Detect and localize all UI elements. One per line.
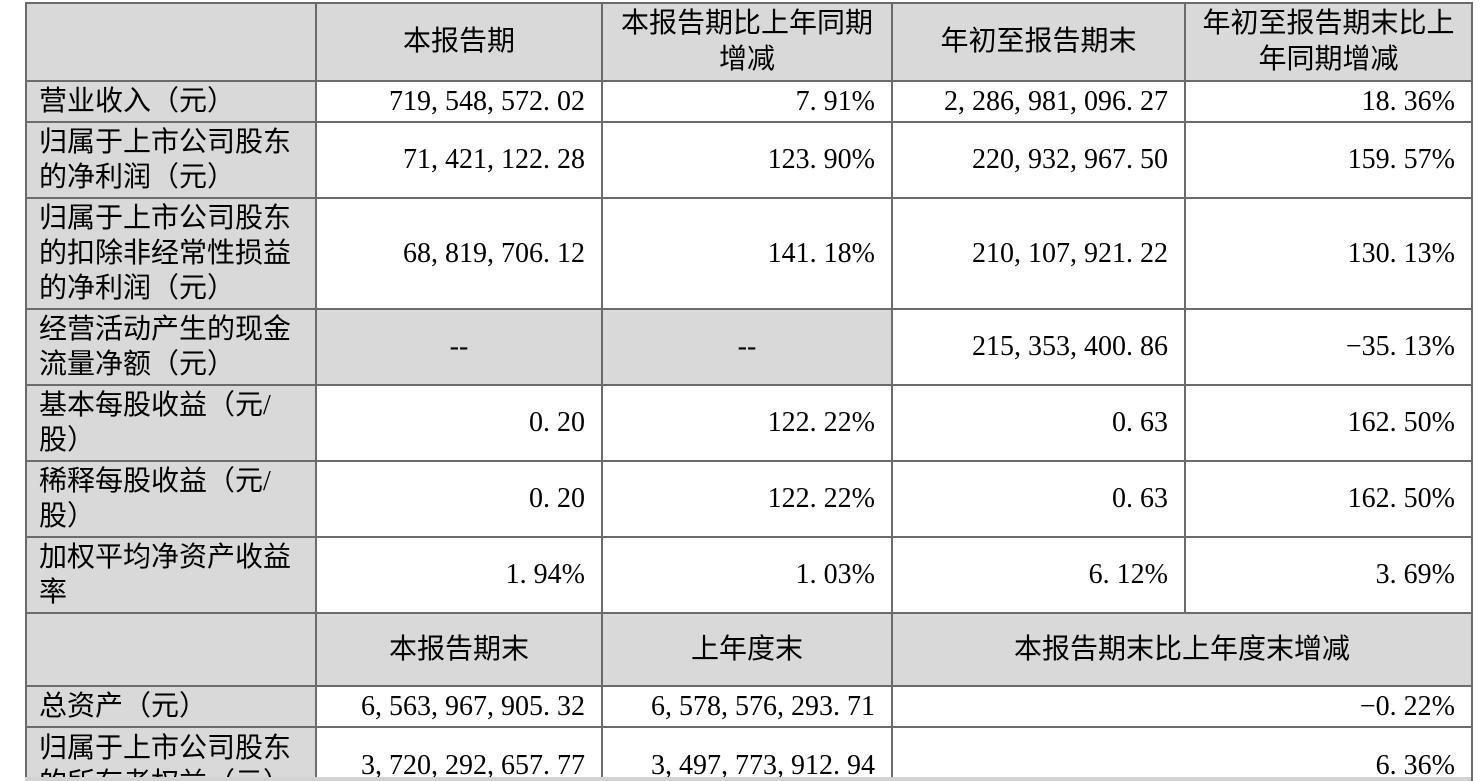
header-row-period: 本报告期 本报告期比上年同期增减 年初至报告期末 年初至报告期末比上年同期增减 — [25, 2, 1473, 82]
row-label: 基本每股收益（元/股） — [25, 384, 317, 462]
header-cell-blank — [25, 2, 317, 82]
cell-value: 0. 63 — [891, 460, 1186, 538]
cell-value: 71, 421, 122. 28 — [315, 121, 603, 199]
cell-value: 6, 563, 967, 905. 32 — [315, 685, 603, 728]
cell-value: 215, 353, 400. 86 — [891, 308, 1186, 386]
next-table-top-edge — [25, 777, 1471, 781]
table-row-net-profit-deducted: 归属于上市公司股东的扣除非经常性损益的净利润（元） 68, 819, 706. … — [25, 197, 1473, 310]
header-cell-prior-year-end: 上年度末 — [601, 612, 893, 687]
row-label: 加权平均净资产收益率 — [25, 536, 317, 614]
row-label: 营业收入（元） — [25, 80, 317, 123]
header-cell-ytd: 年初至报告期末 — [891, 2, 1186, 82]
cell-value: 0. 20 — [315, 460, 603, 538]
header-cell-end-vs-prior-change: 本报告期末比上年度末增减 — [891, 612, 1473, 687]
cell-value: 3, 720, 292, 657. 77 — [315, 726, 603, 781]
header-cell-period-yoy-change: 本报告期比上年同期增减 — [601, 2, 893, 82]
table-row-weighted-roe: 加权平均净资产收益率 1. 94% 1. 03% 6. 12% 3. 69% — [25, 536, 1473, 614]
cell-value: 68, 819, 706. 12 — [315, 197, 603, 310]
cell-value: 18. 36% — [1184, 80, 1473, 123]
row-label: 归属于上市公司股东的所有者权益（元） — [25, 726, 317, 781]
cell-value-na: -- — [601, 308, 893, 386]
header-cell-ytd-yoy-change: 年初至报告期末比上年同期增减 — [1184, 2, 1473, 82]
header-cell-report-period-end: 本报告期末 — [315, 612, 603, 687]
financial-summary-table: 本报告期 本报告期比上年同期增减 年初至报告期末 年初至报告期末比上年同期增减 … — [25, 2, 1473, 781]
table-row-operating-cash-flow: 经营活动产生的现金流量净额（元） -- -- 215, 353, 400. 86… — [25, 308, 1473, 386]
header-row-period-end: 本报告期末 上年度末 本报告期末比上年度末增减 — [25, 612, 1473, 687]
row-label: 归属于上市公司股东的净利润（元） — [25, 121, 317, 199]
cell-value: 162. 50% — [1184, 460, 1473, 538]
cell-value: 7. 91% — [601, 80, 893, 123]
table-row-basic-eps: 基本每股收益（元/股） 0. 20 122. 22% 0. 63 162. 50… — [25, 384, 1473, 462]
cell-value: 220, 932, 967. 50 — [891, 121, 1186, 199]
header-cell-blank — [25, 612, 317, 687]
table-row-net-profit: 归属于上市公司股东的净利润（元） 71, 421, 122. 28 123. 9… — [25, 121, 1473, 199]
row-label: 归属于上市公司股东的扣除非经常性损益的净利润（元） — [25, 197, 317, 310]
table-row-total-assets: 总资产（元） 6, 563, 967, 905. 32 6, 578, 576,… — [25, 685, 1473, 728]
cell-value: 123. 90% — [601, 121, 893, 199]
row-label: 总资产（元） — [25, 685, 317, 728]
cell-value: 3, 497, 773, 912. 94 — [601, 726, 893, 781]
header-cell-current-period: 本报告期 — [315, 2, 603, 82]
cell-value: 159. 57% — [1184, 121, 1473, 199]
cell-value: 210, 107, 921. 22 — [891, 197, 1186, 310]
cell-value: 6. 36% — [891, 726, 1473, 781]
cell-value: −0. 22% — [891, 685, 1473, 728]
cell-value: 1. 94% — [315, 536, 603, 614]
cell-value: 0. 20 — [315, 384, 603, 462]
row-label: 经营活动产生的现金流量净额（元） — [25, 308, 317, 386]
cell-value: 122. 22% — [601, 460, 893, 538]
table-row-diluted-eps: 稀释每股收益（元/股） 0. 20 122. 22% 0. 63 162. 50… — [25, 460, 1473, 538]
table-row-owners-equity: 归属于上市公司股东的所有者权益（元） 3, 720, 292, 657. 77 … — [25, 726, 1473, 781]
cell-value: 6, 578, 576, 293. 71 — [601, 685, 893, 728]
cell-value: 6. 12% — [891, 536, 1186, 614]
cell-value: −35. 13% — [1184, 308, 1473, 386]
cell-value: 122. 22% — [601, 384, 893, 462]
cell-value: 0. 63 — [891, 384, 1186, 462]
row-label: 稀释每股收益（元/股） — [25, 460, 317, 538]
cell-value: 141. 18% — [601, 197, 893, 310]
cell-value: 1. 03% — [601, 536, 893, 614]
cell-value: 2, 286, 981, 096. 27 — [891, 80, 1186, 123]
cell-value-na: -- — [315, 308, 603, 386]
cell-value: 162. 50% — [1184, 384, 1473, 462]
cell-value: 130. 13% — [1184, 197, 1473, 310]
cell-value: 3. 69% — [1184, 536, 1473, 614]
table-row-revenue: 营业收入（元） 719, 548, 572. 02 7. 91% 2, 286,… — [25, 80, 1473, 123]
cell-value: 719, 548, 572. 02 — [315, 80, 603, 123]
